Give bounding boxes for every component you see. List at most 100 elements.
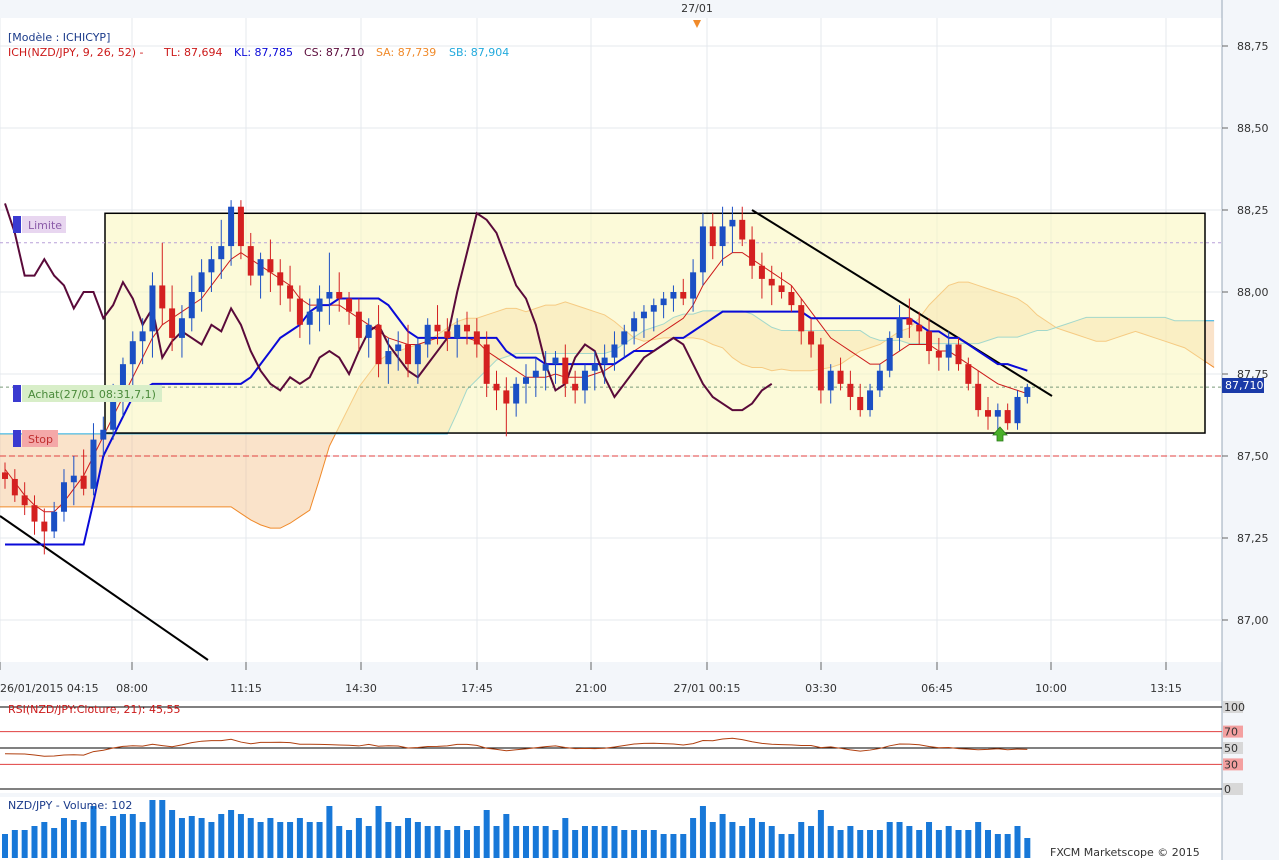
candle-body (650, 305, 657, 312)
top-date-marker: 27/01 (681, 2, 713, 15)
last-price-tag (1222, 378, 1264, 393)
price-tick-label: 87,00 (1237, 614, 1269, 627)
volume-bar (129, 814, 136, 858)
candle-body (375, 324, 382, 365)
volume-bar (2, 834, 8, 858)
stop-badge[interactable] (22, 430, 58, 447)
range-box[interactable] (104, 212, 1206, 434)
volume-bar (896, 822, 903, 858)
rsi-series: 100 70 50 30 0 (0, 701, 1245, 796)
candle-body (758, 265, 765, 279)
volume-bar (522, 826, 529, 858)
candle-body (562, 357, 569, 384)
candle-body (847, 383, 854, 397)
volume-bar (375, 806, 382, 858)
buy-label: Achat(27/01 08:31,7,1) (28, 388, 156, 401)
volume-bar (808, 826, 815, 858)
candle-body (355, 311, 362, 338)
candle-body (611, 344, 618, 358)
candle-body (326, 292, 333, 299)
candle-body (749, 239, 756, 266)
candle-body (346, 298, 353, 312)
volume-bar (385, 822, 392, 858)
candle-body (198, 272, 205, 292)
limit-badge[interactable] (22, 216, 66, 233)
rsi-tick-bg (1223, 725, 1243, 738)
candle-body (778, 285, 785, 292)
volume-bar (395, 826, 402, 858)
candle-body (532, 370, 539, 378)
volume-bar (788, 834, 795, 858)
volume-bar (650, 830, 657, 858)
volume-bar (188, 816, 195, 858)
limit-handle[interactable] (13, 216, 21, 233)
rsi-tick-label: 100 (1224, 701, 1245, 714)
volume-bar (572, 830, 579, 858)
candle-body (316, 298, 323, 312)
volume-bar (778, 834, 785, 858)
candle-body (41, 521, 48, 532)
volume-bar (985, 830, 991, 858)
volume-bar (11, 830, 18, 858)
candle-body (100, 429, 107, 440)
candle-body (729, 219, 736, 227)
candle-body (493, 383, 500, 391)
volume-bar (503, 814, 510, 858)
buy-arrow-icon[interactable] (992, 426, 1008, 442)
volume-bar (80, 822, 87, 858)
stop-handle[interactable] (13, 430, 21, 447)
volume-bar (758, 822, 765, 858)
candle-body (640, 311, 647, 319)
candle-body (542, 364, 549, 371)
candle-body (119, 364, 126, 397)
volume-bar (827, 826, 834, 858)
candle-body (886, 337, 893, 371)
buy-badge[interactable] (22, 385, 162, 402)
volume-bar (906, 826, 913, 858)
candle-body (336, 292, 343, 299)
candle-body (768, 278, 775, 286)
rsi-tick-label: 0 (1224, 783, 1231, 796)
volume-bar (621, 830, 628, 858)
candle-body (591, 364, 598, 371)
volume-bar (886, 822, 893, 858)
candle-body (906, 318, 913, 325)
rsi-tick-bg (1223, 742, 1243, 754)
candle-body (503, 390, 510, 404)
limit-label: Limite (28, 219, 62, 232)
volume-title: NZD/JPY - Volume: 102 (8, 799, 132, 812)
candle-body (444, 331, 451, 338)
volume-bar (405, 818, 412, 858)
volume-bar (178, 818, 185, 858)
volume-bar (660, 834, 667, 858)
candle-body (434, 324, 441, 332)
volume-bar (817, 810, 824, 858)
candle-body (955, 344, 962, 365)
volume-bar (680, 834, 687, 858)
date-marker-icon[interactable] (693, 20, 701, 28)
candle-body (2, 472, 8, 479)
volume-bar (552, 830, 559, 858)
candle-body (208, 259, 215, 273)
candle-body (60, 482, 67, 512)
volume-bar (464, 830, 471, 858)
volume-bar (119, 814, 126, 858)
volume-bar (640, 830, 647, 858)
volume-bar (926, 822, 933, 858)
candle-body (965, 364, 972, 384)
volume-bar (562, 818, 569, 858)
candle-body (690, 272, 697, 299)
volume-bar (218, 814, 225, 858)
volume-bar (768, 826, 775, 858)
volume-bar (277, 822, 284, 858)
candle-body (827, 370, 834, 391)
volume-bar (306, 822, 313, 858)
price-tick-label: 87,25 (1237, 532, 1269, 545)
tl-value: TL: 87,694 (163, 46, 223, 59)
buy-handle[interactable] (13, 385, 21, 402)
candle-body (601, 357, 608, 365)
candle-body (483, 344, 490, 384)
stop-label: Stop (28, 433, 53, 446)
candle-body (247, 246, 254, 276)
